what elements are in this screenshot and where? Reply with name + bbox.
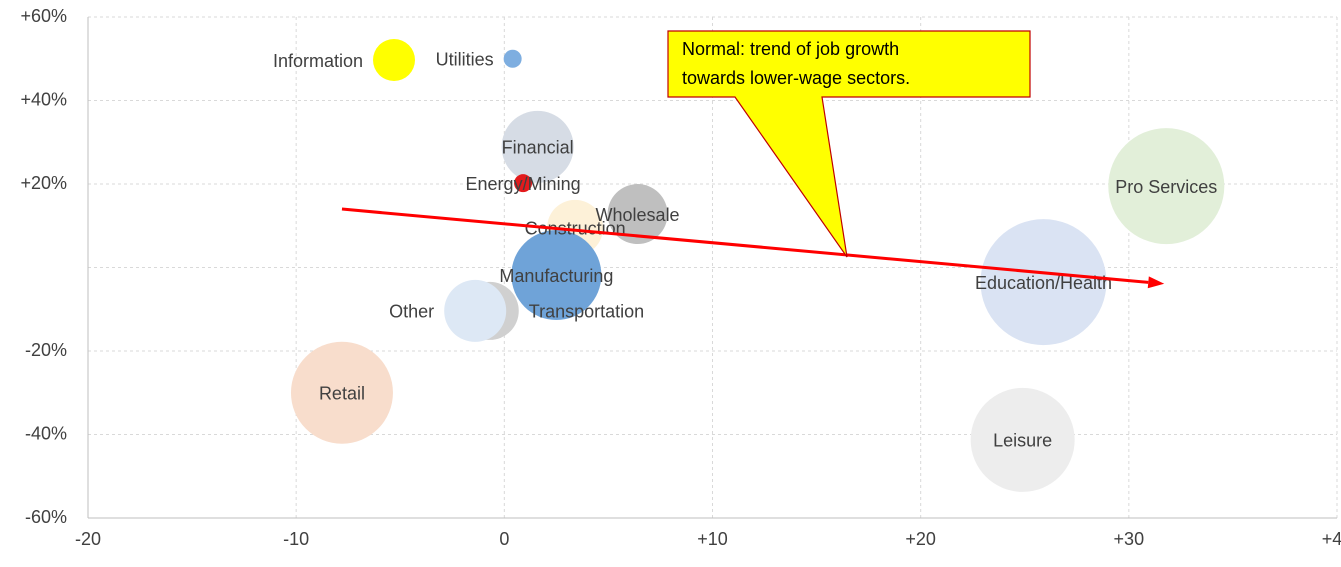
bubble-label: Energy/Mining	[466, 174, 581, 194]
x-tick-label: +10	[697, 529, 728, 549]
bubbles	[290, 39, 1225, 492]
bubble	[980, 219, 1107, 346]
bubble	[511, 230, 602, 321]
y-tick-label: -60%	[25, 507, 67, 527]
bubble-label: Retail	[319, 384, 365, 404]
bubble	[514, 174, 533, 193]
x-tick-label: -10	[283, 529, 309, 549]
y-tick-label: -20%	[25, 340, 67, 360]
x-tick-label: 0	[499, 529, 509, 549]
callout-box	[667, 30, 1031, 258]
bubble	[970, 387, 1075, 492]
bubble-label: Pro Services	[1115, 177, 1217, 197]
bubble-label: Manufacturing	[499, 266, 613, 286]
labels: Retail Education/Health Pro Services Leisur…	[273, 50, 1217, 451]
bubble-label: Financial	[502, 138, 574, 158]
callout-line: towards lower-wage sectors.	[682, 68, 910, 88]
bubble	[444, 279, 507, 342]
bubble	[607, 184, 668, 245]
y-tick-label: -40%	[25, 423, 67, 443]
callout-line: Normal: trend of job growth	[682, 39, 899, 59]
bubble-label: Transportation	[529, 302, 644, 322]
trend-arrowhead	[1147, 276, 1165, 289]
bubble-label: Education/Health	[975, 273, 1112, 293]
trend-line	[341, 207, 1149, 284]
bubble	[501, 110, 574, 183]
bubble-label: Utilities	[436, 50, 494, 70]
y-tick-label: +40%	[20, 89, 67, 109]
bubble	[1108, 128, 1225, 245]
x-tick-label: -20	[75, 529, 101, 549]
x-tick-label: +40	[1322, 529, 1341, 549]
bubble-label: Leisure	[993, 431, 1052, 451]
plot-front	[341, 207, 1165, 289]
bubble	[503, 49, 522, 68]
x-tick-label: +20	[905, 529, 936, 549]
bubble-label: Information	[273, 51, 363, 71]
bubble-label: Wholesale	[596, 205, 680, 225]
bubble	[373, 39, 416, 82]
y-tick-label: +60%	[20, 6, 67, 26]
bubble-label: Other	[389, 302, 434, 322]
callout: Normal: trend of job growth towards lowe…	[667, 30, 1031, 258]
x-tick-label: +30	[1114, 529, 1145, 549]
bubble	[290, 341, 393, 444]
plot-back: -60% -40% -20% +20% +40% +60% -20 -10 0 +10 +20 +30…	[20, 6, 1341, 549]
y-tick-label: +20%	[20, 173, 67, 193]
